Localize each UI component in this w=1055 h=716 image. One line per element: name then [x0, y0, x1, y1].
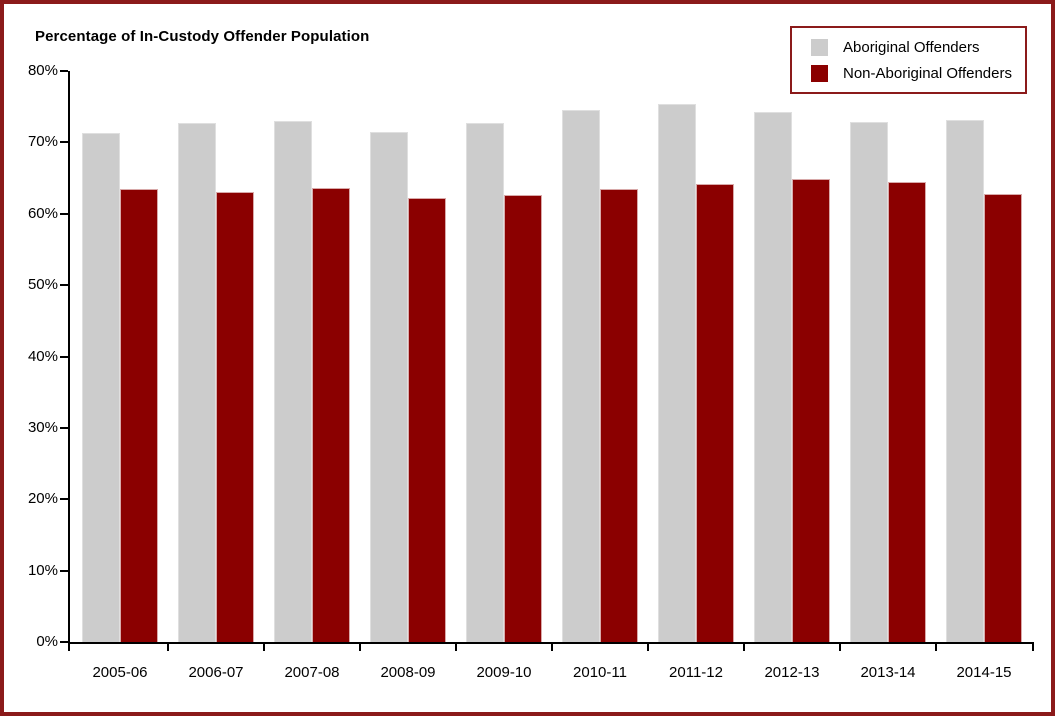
x-tick-label-2014-15: 2014-15	[956, 664, 1012, 681]
bar-non-aboriginal-offenders-2010-11	[600, 189, 638, 642]
bar-aboriginal-offenders-2006-07	[178, 123, 216, 642]
y-tick-40	[60, 355, 68, 358]
bar-non-aboriginal-offenders-2008-09	[408, 198, 446, 642]
x-tick-sep-5	[647, 644, 649, 651]
legend-swatch-aboriginal-offenders	[811, 38, 828, 56]
bar-non-aboriginal-offenders-2011-12	[696, 184, 734, 642]
x-tick-sep-7	[839, 644, 841, 651]
y-tick-label-60: 60%	[27, 204, 58, 222]
y-tick-30	[60, 426, 68, 429]
bar-aboriginal-offenders-2014-15	[946, 119, 984, 642]
y-tick-label-70: 70%	[27, 133, 58, 151]
y-tick-10	[60, 569, 68, 572]
x-tick-label-2005-06: 2005-06	[92, 664, 148, 681]
x-tick-label-2010-11: 2010-11	[573, 664, 627, 681]
y-tick-label-20: 20%	[27, 490, 58, 508]
bar-non-aboriginal-offenders-2014-15	[984, 193, 1022, 642]
y-tick-20	[60, 498, 68, 501]
x-axis-line	[68, 642, 1034, 644]
legend-label: Aboriginal Offenders	[843, 38, 980, 56]
y-tick-label-80: 80%	[27, 62, 58, 79]
y-tick-label-30: 30%	[27, 418, 58, 436]
x-tick-label-2008-09: 2008-09	[380, 664, 436, 681]
x-tick-label-2013-14: 2013-14	[860, 664, 916, 681]
bar-non-aboriginal-offenders-2013-14	[888, 181, 926, 642]
bar-non-aboriginal-offenders-2005-06	[120, 189, 158, 642]
x-tick-label-2012-13: 2012-13	[764, 664, 820, 681]
chart-title: Percentage of In-Custody Offender Popula…	[35, 28, 370, 45]
y-tick-70	[60, 141, 68, 144]
x-tick-sep-8	[935, 644, 937, 651]
y-axis-line	[68, 71, 70, 644]
x-tick-sep-4	[551, 644, 553, 651]
y-tick-label-10: 10%	[27, 561, 58, 579]
y-tick-80	[60, 70, 68, 72]
legend-swatch-non-aboriginal-offenders	[811, 64, 828, 82]
bar-non-aboriginal-offenders-2007-08	[312, 188, 350, 642]
bar-non-aboriginal-offenders-2009-10	[504, 195, 542, 642]
x-tick-sep-6	[743, 644, 745, 651]
y-tick-60	[60, 212, 68, 215]
y-tick-label-40: 40%	[27, 347, 58, 365]
legend-label: Non-Aboriginal Offenders	[843, 64, 1012, 82]
y-tick-label-50: 50%	[27, 276, 58, 294]
bar-aboriginal-offenders-2010-11	[562, 109, 600, 642]
bar-aboriginal-offenders-2009-10	[466, 123, 504, 642]
bar-aboriginal-offenders-2011-12	[658, 103, 696, 642]
x-tick-label-2007-08: 2007-08	[284, 664, 340, 681]
x-tick-end	[1032, 644, 1034, 651]
bar-aboriginal-offenders-2007-08	[274, 120, 312, 642]
legend-item-aboriginal-offenders: Aboriginal Offenders	[811, 38, 1025, 56]
y-tick-0	[60, 641, 68, 643]
x-tick-sep-1	[263, 644, 265, 651]
bar-non-aboriginal-offenders-2012-13	[792, 179, 830, 642]
x-tick-sep-0	[167, 644, 169, 651]
y-tick-50	[60, 284, 68, 287]
legend-item-non-aboriginal-offenders: Non-Aboriginal Offenders	[811, 64, 1025, 82]
bar-aboriginal-offenders-2008-09	[370, 131, 408, 642]
legend-box: Aboriginal Offenders Non-Aboriginal Offen…	[790, 26, 1027, 94]
x-tick-label-2006-07: 2006-07	[188, 664, 244, 681]
x-tick-label-2009-10: 2009-10	[476, 664, 532, 681]
x-tick-label-2011-12: 2011-12	[669, 664, 723, 681]
bar-aboriginal-offenders-2005-06	[82, 133, 120, 642]
bar-non-aboriginal-offenders-2006-07	[216, 192, 254, 642]
x-tick-sep-3	[455, 644, 457, 651]
y-tick-label-0: 0%	[36, 633, 58, 650]
bar-aboriginal-offenders-2013-14	[850, 121, 888, 642]
bar-aboriginal-offenders-2012-13	[754, 111, 792, 642]
x-tick-sep-2	[359, 644, 361, 651]
x-tick-origin	[68, 644, 70, 651]
